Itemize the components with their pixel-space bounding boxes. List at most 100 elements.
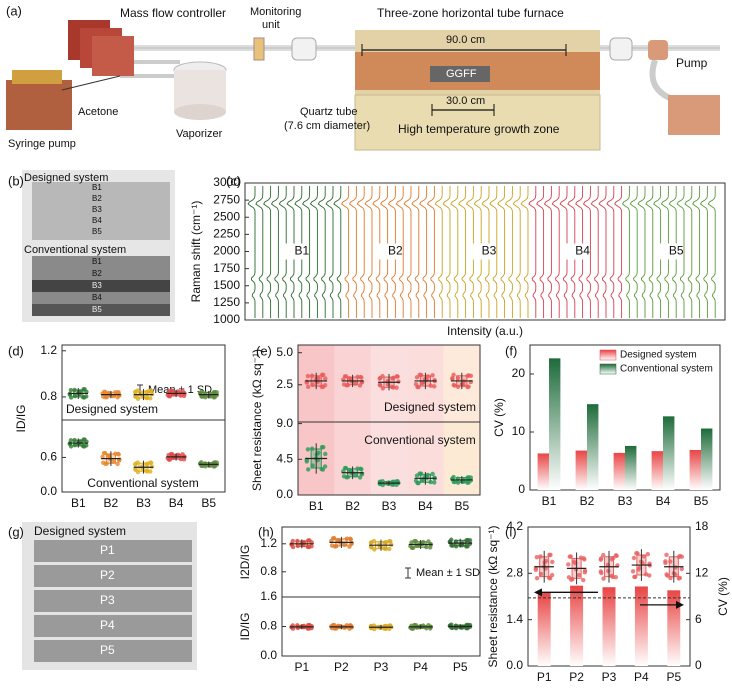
spectrum xyxy=(364,186,373,318)
data-point xyxy=(116,393,122,398)
spectrum xyxy=(707,186,716,318)
x-tick-label: P5 xyxy=(453,660,468,674)
spectrum xyxy=(450,186,459,318)
tick-label: 1.6 xyxy=(260,589,277,603)
spectrum xyxy=(458,186,467,318)
data-point xyxy=(468,475,474,480)
x-tick-label: B2 xyxy=(104,496,119,510)
data-point xyxy=(116,452,121,457)
x-tick-label: P3 xyxy=(602,670,617,684)
legend-label: Mean ± 1 SD xyxy=(416,567,480,579)
spectrum xyxy=(621,186,630,318)
tick-label: 0.0 xyxy=(276,487,293,501)
film-strip-dark xyxy=(32,280,170,292)
tick-label: 20 xyxy=(512,366,526,380)
tick-label: 1500 xyxy=(213,278,240,292)
data-point xyxy=(101,460,106,465)
tick-label: 0.8 xyxy=(40,389,57,403)
spectrum xyxy=(302,186,311,318)
label: Monitoring xyxy=(250,6,301,18)
data-point xyxy=(323,451,328,457)
data-point xyxy=(598,556,604,561)
annotation: Conventional system xyxy=(87,476,198,490)
panel-label: (c) xyxy=(226,173,241,188)
spectrum xyxy=(598,186,607,318)
apparatus-diagram: Mass flow controller Monitoring unit Thr… xyxy=(0,0,732,160)
spectrum xyxy=(676,186,685,318)
data-point xyxy=(633,574,638,580)
arrow-head xyxy=(534,588,542,597)
annotation: Designed system xyxy=(384,400,476,414)
tick-label: 0 xyxy=(695,658,702,672)
spectrum xyxy=(333,186,342,318)
spectrum xyxy=(419,186,428,318)
x-tick-label: P3 xyxy=(374,660,389,674)
data-point xyxy=(323,376,328,381)
label: Designed system xyxy=(24,172,108,184)
spectrum xyxy=(348,186,357,318)
data-point xyxy=(664,572,669,577)
axis-label: ID/IG xyxy=(14,404,28,432)
label: Pump xyxy=(676,56,708,70)
label: GGFF xyxy=(446,68,477,80)
data-point xyxy=(305,467,311,472)
data-point xyxy=(550,559,555,565)
x-tick-label: P4 xyxy=(413,660,428,674)
data-point xyxy=(416,480,421,486)
plot-frame xyxy=(61,419,226,493)
tick-label: 18 xyxy=(695,519,709,533)
vaporizer-bottom xyxy=(174,104,226,120)
tick-label: 1.2 xyxy=(260,536,277,550)
data-point xyxy=(449,543,454,548)
tick-label: 10 xyxy=(512,424,526,438)
legend-label: Designed system xyxy=(620,350,697,361)
plot-frame xyxy=(297,421,481,496)
data-point xyxy=(133,461,138,467)
data-point xyxy=(466,384,471,389)
plot-frame xyxy=(281,526,481,598)
bar xyxy=(575,450,587,490)
panel-label: (d) xyxy=(8,343,24,358)
data-point xyxy=(377,382,383,387)
data-point xyxy=(115,461,120,467)
spectrum xyxy=(590,186,599,318)
axis-label: Raman shift (cm⁻¹) xyxy=(189,201,203,303)
data-point xyxy=(432,384,437,389)
strip-label: B3 xyxy=(92,281,102,290)
bar xyxy=(634,586,648,666)
bar xyxy=(587,404,599,490)
data-point xyxy=(314,452,319,457)
strip-label: B5 xyxy=(92,227,102,236)
data-point xyxy=(314,376,319,381)
tick-label: 2250 xyxy=(213,227,240,241)
data-point xyxy=(459,543,465,548)
spectrum xyxy=(309,186,318,318)
spectrum xyxy=(356,186,365,318)
data-point xyxy=(148,460,153,465)
legend-swatch xyxy=(599,349,617,361)
x-tick-label: B1 xyxy=(71,496,86,510)
data-point xyxy=(305,373,311,379)
panel-label: (g) xyxy=(8,524,24,539)
x-tick-label: P1 xyxy=(294,660,309,674)
film-strips xyxy=(32,182,170,240)
tick-label: 2.5 xyxy=(276,377,293,391)
label: unit xyxy=(262,19,280,31)
data-point xyxy=(306,544,312,550)
strip-label: B4 xyxy=(92,293,102,302)
syringe-pump-box xyxy=(6,80,72,130)
data-point xyxy=(549,572,555,578)
strip-label: B4 xyxy=(92,216,102,225)
data-point xyxy=(168,451,174,457)
data-point xyxy=(571,559,577,564)
label: High temperature growth zone xyxy=(398,122,560,136)
bar xyxy=(701,428,713,490)
data-point xyxy=(342,465,348,471)
data-point xyxy=(410,545,416,551)
label: Vaporizer xyxy=(176,128,223,140)
tube-flange xyxy=(609,37,633,61)
group-label: B4 xyxy=(575,244,590,258)
data-point xyxy=(369,540,374,545)
x-tick-label: P5 xyxy=(666,670,681,684)
data-point xyxy=(450,375,455,381)
